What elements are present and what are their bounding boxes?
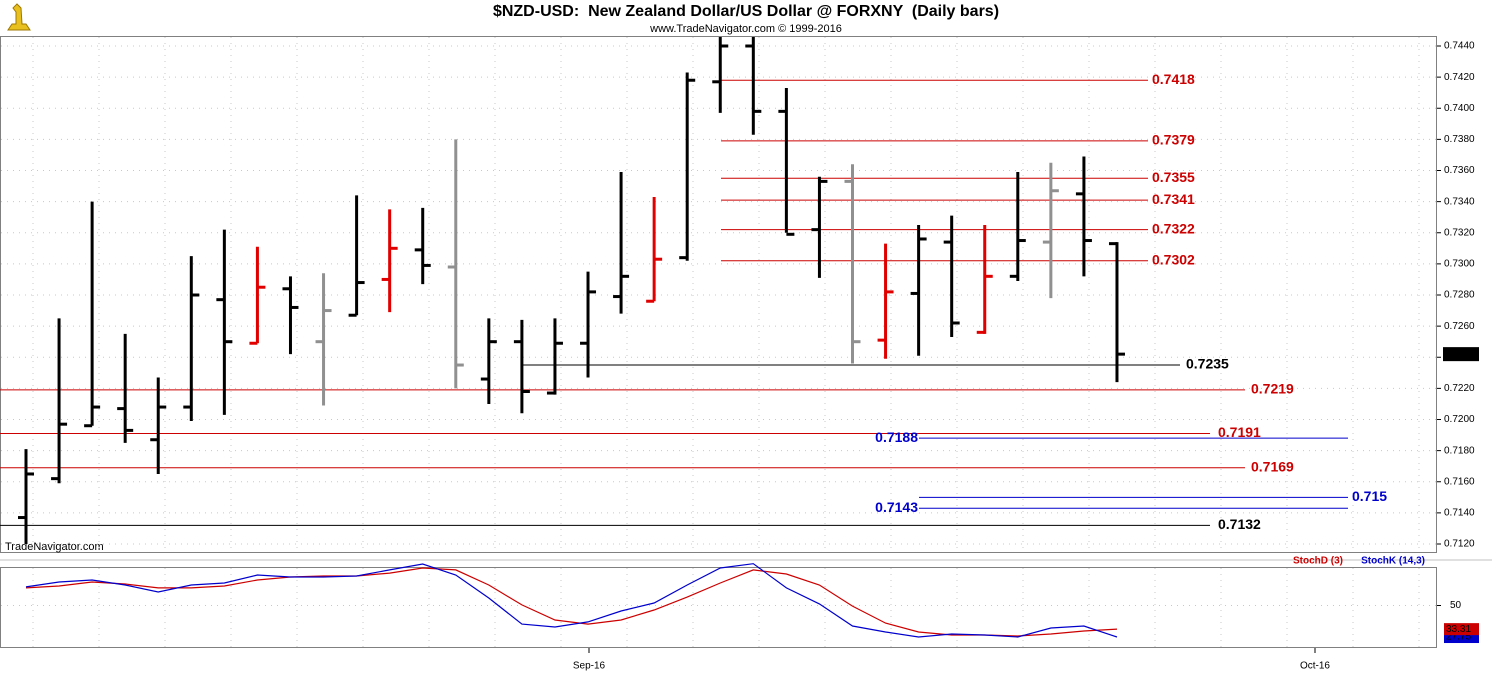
- y-tick-label: 0.7140: [1444, 508, 1475, 519]
- level-label: 0.7169: [1251, 458, 1294, 474]
- level-label: 0.7235: [1186, 356, 1229, 372]
- y-tick-label: 0.7320: [1444, 227, 1475, 238]
- level-label: 0.7132: [1218, 516, 1261, 532]
- level-label: 0.7355: [1152, 169, 1195, 185]
- price-panel: [0, 36, 1437, 553]
- x-tick-label: Sep-16: [573, 661, 606, 672]
- y-tick-label: 0.7180: [1444, 445, 1475, 456]
- last-price-box: [1443, 347, 1479, 362]
- chart-title: $NZD-USD: New Zealand Dollar/US Dollar @…: [493, 3, 999, 20]
- y-tick-label: 0.7220: [1444, 383, 1475, 394]
- last-value-box: [1444, 623, 1479, 636]
- level-label: 0.7302: [1152, 251, 1195, 267]
- y-tick-label: 0.7420: [1444, 72, 1475, 83]
- y-tick-label: 50: [1450, 600, 1462, 611]
- level-label: 0.7322: [1152, 220, 1195, 236]
- x-tick-label: Oct-16: [1300, 661, 1330, 672]
- y-tick-label: 0.7440: [1444, 41, 1475, 52]
- logo: [7, 3, 31, 31]
- last-value-label: 33.31: [1446, 624, 1471, 635]
- level-label: 0.7143: [875, 499, 918, 515]
- stoch-line: [25, 563, 1118, 638]
- y-tick-label: 0.7300: [1444, 259, 1475, 270]
- legend-entry: StochD (3): [1293, 556, 1343, 567]
- y-tick-label: 0.7360: [1444, 165, 1475, 176]
- level-label: 0.7379: [1152, 132, 1195, 148]
- watermark: TradeNavigator.com: [5, 541, 104, 553]
- stoch-line: [25, 567, 1118, 637]
- level-label: 0.7188: [875, 429, 918, 445]
- y-tick-label: 0.7400: [1444, 103, 1475, 114]
- chart-subtitle: www.TradeNavigator.com © 1999-2016: [649, 23, 842, 35]
- y-tick-label: 0.7340: [1444, 196, 1475, 207]
- y-tick-label: 0.7200: [1444, 414, 1475, 425]
- y-tick-label: 0.7260: [1444, 321, 1475, 332]
- last-price-label: 0.7242: [1445, 349, 1476, 360]
- y-tick-label: 0.7160: [1444, 476, 1475, 487]
- last-value-label: 27.75: [1446, 632, 1471, 643]
- y-tick-label: 0.7120: [1444, 539, 1475, 550]
- y-tick-label: 0.7280: [1444, 290, 1475, 301]
- level-label: 0.7341: [1152, 191, 1195, 207]
- legend-entry: StochK (14,3): [1361, 556, 1425, 567]
- level-label: 0.7219: [1251, 381, 1294, 397]
- level-label: 0.7418: [1152, 71, 1195, 87]
- level-label: 0.715: [1352, 488, 1387, 504]
- y-tick-label: 0.7380: [1444, 134, 1475, 145]
- stoch-panel: [0, 567, 1437, 648]
- level-label: 0.7191: [1218, 424, 1261, 440]
